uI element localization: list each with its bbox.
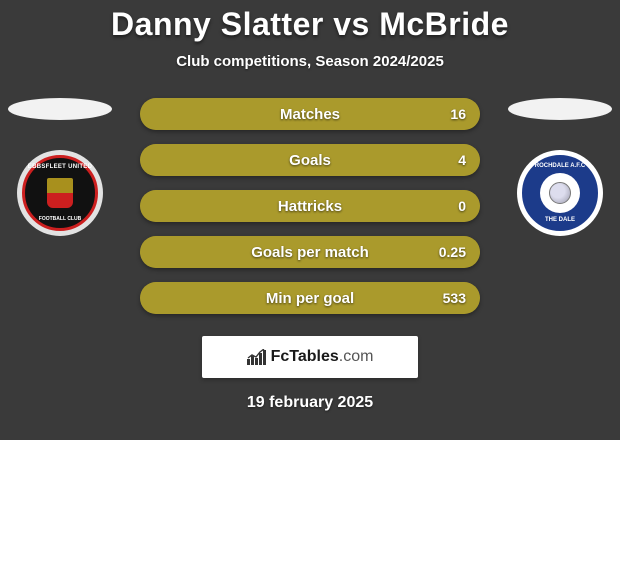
- content-area: EBBSFLEET UNITED FOOTBALL CLUB ROCHDALE …: [0, 98, 620, 412]
- snapshot-date: 19 february 2025: [0, 394, 620, 412]
- stat-bar: Goals per match0.25: [140, 236, 480, 268]
- subtitle: Club competitions, Season 2024/2025: [0, 53, 620, 70]
- stat-bar-fill: [140, 236, 480, 268]
- stat-bar-fill: [140, 282, 480, 314]
- club-badge-right-top-text: ROCHDALE A.F.C: [524, 163, 596, 169]
- club-badge-right-inner: ROCHDALE A.F.C THE DALE: [522, 155, 598, 231]
- player-right-silhouette: [508, 98, 612, 120]
- chart-icon: [247, 349, 267, 365]
- stat-bar: Min per goal533: [140, 282, 480, 314]
- source-logo: FcTables.com: [202, 336, 418, 378]
- player-left-column: EBBSFLEET UNITED FOOTBALL CLUB: [0, 98, 120, 236]
- stat-bar: Hattricks0: [140, 190, 480, 222]
- stat-bar: Matches16: [140, 98, 480, 130]
- club-badge-right-center: [540, 173, 580, 213]
- comparison-card: Danny Slatter vs McBride Club competitio…: [0, 0, 620, 440]
- football-icon: [549, 182, 571, 204]
- club-badge-left-inner: EBBSFLEET UNITED FOOTBALL CLUB: [22, 155, 98, 231]
- page-title: Danny Slatter vs McBride: [0, 6, 620, 43]
- club-badge-left-shield-icon: [47, 178, 73, 208]
- stat-bar-fill: [140, 98, 480, 130]
- stat-bar: Goals4: [140, 144, 480, 176]
- club-badge-left: EBBSFLEET UNITED FOOTBALL CLUB: [17, 150, 103, 236]
- stat-bars: Matches16 Goals4 Hattricks0 Goals per match…: [140, 98, 480, 314]
- source-brand: FcTables: [271, 348, 339, 365]
- club-badge-left-top-text: EBBSFLEET UNITED: [25, 164, 95, 170]
- source-logo-text: FcTables.com: [271, 348, 374, 366]
- club-badge-right: ROCHDALE A.F.C THE DALE: [517, 150, 603, 236]
- player-right-column: ROCHDALE A.F.C THE DALE: [500, 98, 620, 236]
- club-badge-right-bottom-text: THE DALE: [524, 217, 596, 223]
- source-domain: .com: [339, 348, 374, 365]
- stat-bar-fill: [140, 190, 480, 222]
- player-left-silhouette: [8, 98, 112, 120]
- stat-bar-fill: [140, 144, 480, 176]
- club-badge-left-bottom-text: FOOTBALL CLUB: [25, 216, 95, 222]
